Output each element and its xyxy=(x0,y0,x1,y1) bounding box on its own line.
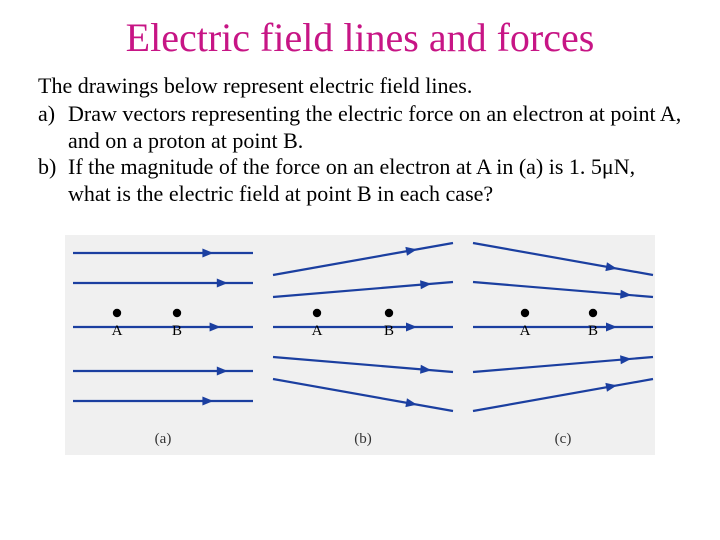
question-b: b) If the magnitude of the force on an e… xyxy=(38,154,682,207)
panel-caption: (a) xyxy=(155,431,172,447)
point-label-A: A xyxy=(312,323,323,339)
panel-caption: (b) xyxy=(354,431,372,447)
question-a-text: Draw vectors representing the electric f… xyxy=(68,101,682,154)
intro-text: The drawings below represent electric fi… xyxy=(38,73,682,99)
point-A xyxy=(521,309,529,317)
question-list: a) Draw vectors representing the electri… xyxy=(38,101,682,207)
point-label-B: B xyxy=(384,323,394,339)
point-label-A: A xyxy=(520,323,531,339)
figure-wrap: A B (a) A B (b) A B (c) xyxy=(38,235,682,455)
point-A xyxy=(113,309,121,317)
point-B xyxy=(589,309,597,317)
point-label-B: B xyxy=(588,323,598,339)
question-b-label: b) xyxy=(38,154,68,207)
question-a: a) Draw vectors representing the electri… xyxy=(38,101,682,154)
slide-title: Electric field lines and forces xyxy=(38,14,682,61)
figure-background xyxy=(65,235,655,455)
point-A xyxy=(313,309,321,317)
question-a-label: a) xyxy=(38,101,68,154)
figure-block: A B (a) A B (b) A B (c) xyxy=(65,235,655,455)
question-b-text: If the magnitude of the force on an elec… xyxy=(68,154,682,207)
slide-container: Electric field lines and forces The draw… xyxy=(0,0,720,455)
point-B xyxy=(385,309,393,317)
point-B xyxy=(173,309,181,317)
point-label-A: A xyxy=(112,323,123,339)
field-lines-figure: A B (a) A B (b) A B (c) xyxy=(65,235,655,455)
panel-caption: (c) xyxy=(555,431,572,447)
point-label-B: B xyxy=(172,323,182,339)
